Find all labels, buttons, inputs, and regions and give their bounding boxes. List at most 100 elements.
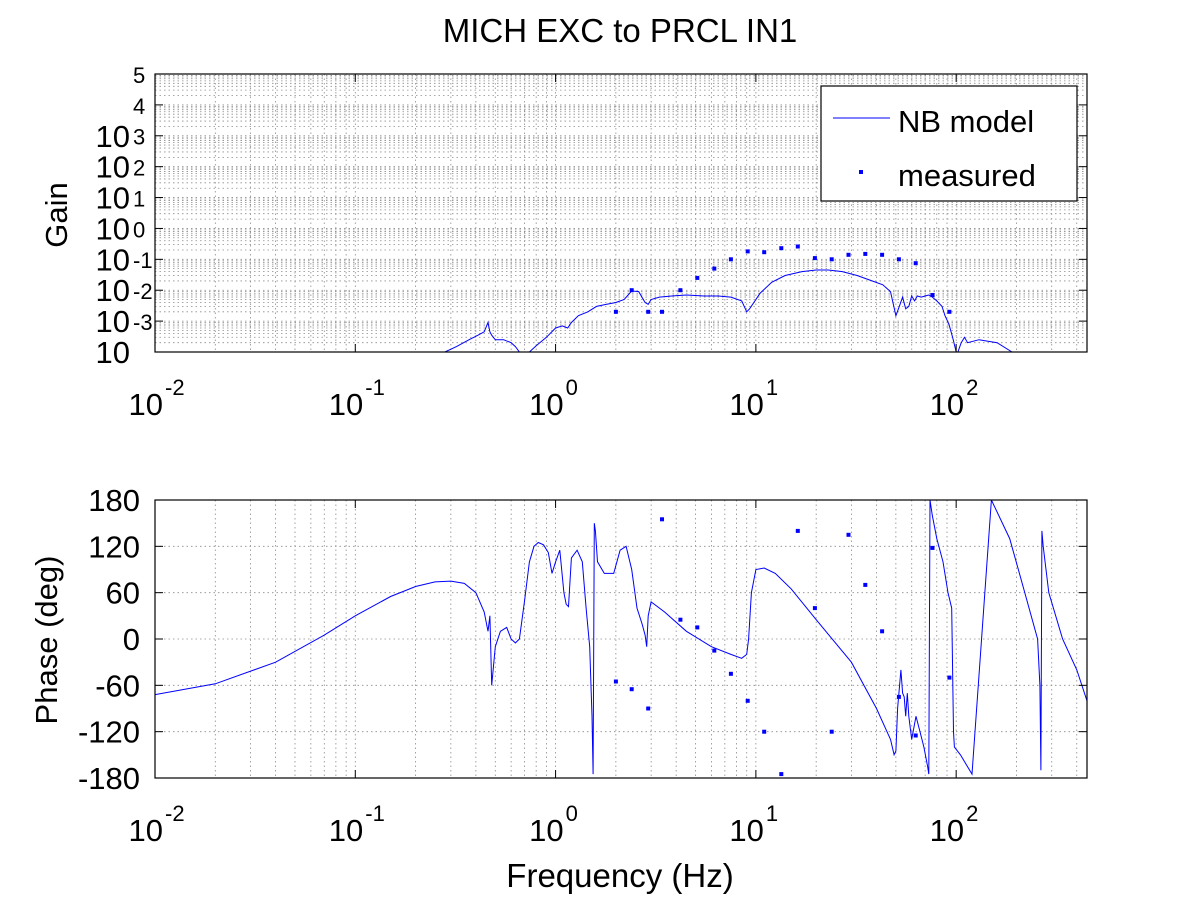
gain-measured-point — [829, 257, 834, 262]
gain-measured-point — [846, 252, 851, 257]
phase-y-ticks: -180 -120 -60 0 60 120 180 — [78, 483, 1087, 796]
y-tick-exponent: 3 — [133, 125, 145, 150]
phase-measured-point — [947, 675, 952, 680]
gain-measured-point — [613, 309, 618, 314]
phase-x-ticks: 10 -2 10 -1 10 0 10 1 10 2 — [129, 500, 978, 848]
phase-measured-point — [728, 671, 733, 676]
gain-plot-title: MICH EXC to PRCL IN1 — [443, 12, 798, 49]
gain-measured-point — [930, 293, 935, 297]
gain-plot: 10 -2 10 -1 10 0 10 1 10 2 10-310-210-11001011021… — [39, 63, 1088, 422]
phase-model-line — [155, 500, 1087, 776]
y-tick-exponent: 0 — [133, 217, 145, 242]
gain-plot-frame — [154, 73, 1088, 353]
y-tick-label: 10 — [96, 304, 130, 339]
y-tick-label: -60 — [95, 668, 140, 703]
gain-measured-point — [646, 309, 651, 314]
x-tick-label: 10 — [329, 813, 363, 848]
y-tick-label: 10 — [96, 273, 130, 308]
gain-x-ticks: 10 -2 10 -1 10 0 10 1 10 2 — [129, 74, 978, 422]
gain-measured-point — [812, 256, 817, 261]
x-tick-exponent: -1 — [365, 375, 385, 400]
y-tick-exponent: -1 — [133, 248, 153, 273]
x-tick-exponent: -2 — [165, 801, 185, 826]
x-tick-exponent: 0 — [566, 801, 578, 826]
phase-measured-point — [930, 545, 935, 550]
x-axis-label: Frequency (Hz) — [506, 857, 733, 894]
legend-model-label: NB model — [898, 104, 1034, 139]
gain-measured-point — [728, 257, 733, 262]
legend-measured-marker — [859, 170, 863, 174]
x-tick-label: 10 — [930, 813, 964, 848]
x-tick-label: 10 — [129, 813, 163, 848]
phase-measured-point — [762, 729, 767, 734]
gain-measured-point — [896, 257, 901, 262]
y-tick-label: 10 — [96, 150, 130, 185]
x-tick-exponent: -2 — [165, 375, 185, 400]
phase-measured-point — [829, 729, 834, 734]
gain-measured-point — [779, 246, 784, 251]
phase-measured-point — [863, 582, 868, 587]
gain-model-curve — [444, 269, 1013, 352]
gain-measured-point — [695, 275, 700, 280]
gain-measured-point — [863, 251, 868, 256]
phase-grid — [154, 499, 1087, 779]
gain-model-line — [444, 269, 1013, 352]
y-tick-exponent: 1 — [133, 186, 145, 211]
phase-measured-point — [812, 606, 817, 611]
phase-measured-points — [613, 517, 952, 777]
gain-measured-point — [762, 250, 767, 255]
gain-measured-point — [795, 244, 800, 249]
x-tick-label: 10 — [329, 387, 363, 422]
x-tick-exponent: 1 — [766, 801, 778, 826]
x-tick-label: 10 — [729, 387, 763, 422]
x-tick-exponent: 2 — [966, 801, 978, 826]
phase-measured-point — [678, 617, 683, 622]
y-tick-label: 120 — [88, 529, 140, 564]
x-tick-label: 10 — [129, 387, 163, 422]
phase-measured-point — [712, 648, 717, 653]
x-tick-exponent: -1 — [365, 801, 385, 826]
y-tick-exponent: 4 — [133, 94, 145, 119]
gain-measured-points — [613, 244, 952, 314]
x-tick-label: 10 — [930, 387, 964, 422]
gain-measured-point — [880, 252, 885, 257]
y-tick-label: 10 — [96, 119, 130, 154]
y-tick-exponent: -3 — [133, 310, 153, 335]
x-tick-label: 10 — [729, 813, 763, 848]
gain-measured-point — [947, 309, 952, 314]
phase-measured-point — [646, 706, 651, 711]
y-tick-label: -180 — [78, 761, 140, 796]
y-tick-label: 180 — [88, 483, 140, 518]
x-tick-exponent: 1 — [766, 375, 778, 400]
gain-measured-point — [660, 309, 664, 314]
phase-model-curve — [155, 500, 1087, 776]
x-tick-exponent: 0 — [566, 375, 578, 400]
x-tick-label: 10 — [529, 813, 563, 848]
phase-measured-point — [745, 698, 750, 703]
phase-measured-point — [660, 517, 664, 522]
y-tick-exponent: 2 — [133, 156, 145, 181]
legend-measured-label: measured — [898, 158, 1036, 193]
y-tick-label: 10 — [96, 335, 130, 370]
y-tick-label: 60 — [106, 576, 140, 611]
phase-measured-point — [695, 625, 700, 630]
phase-measured-point — [913, 733, 918, 738]
phase-measured-point — [613, 679, 618, 684]
y-tick-label: 10 — [96, 242, 130, 277]
y-tick-exponent: -2 — [133, 279, 153, 304]
phase-y-axis-label: Phase (deg) — [29, 556, 64, 725]
phase-measured-point — [880, 629, 885, 634]
gain-legend: NB model measured — [820, 85, 1078, 202]
phase-measured-point — [896, 694, 901, 699]
gain-measured-point — [678, 288, 683, 293]
phase-measured-point — [795, 528, 800, 533]
phase-measured-point — [629, 687, 634, 692]
gain-measured-point — [913, 261, 918, 266]
y-tick-exponent: 5 — [133, 63, 145, 88]
gain-measured-point — [712, 266, 717, 271]
gain-measured-point — [629, 288, 634, 293]
phase-measured-point — [846, 532, 851, 537]
